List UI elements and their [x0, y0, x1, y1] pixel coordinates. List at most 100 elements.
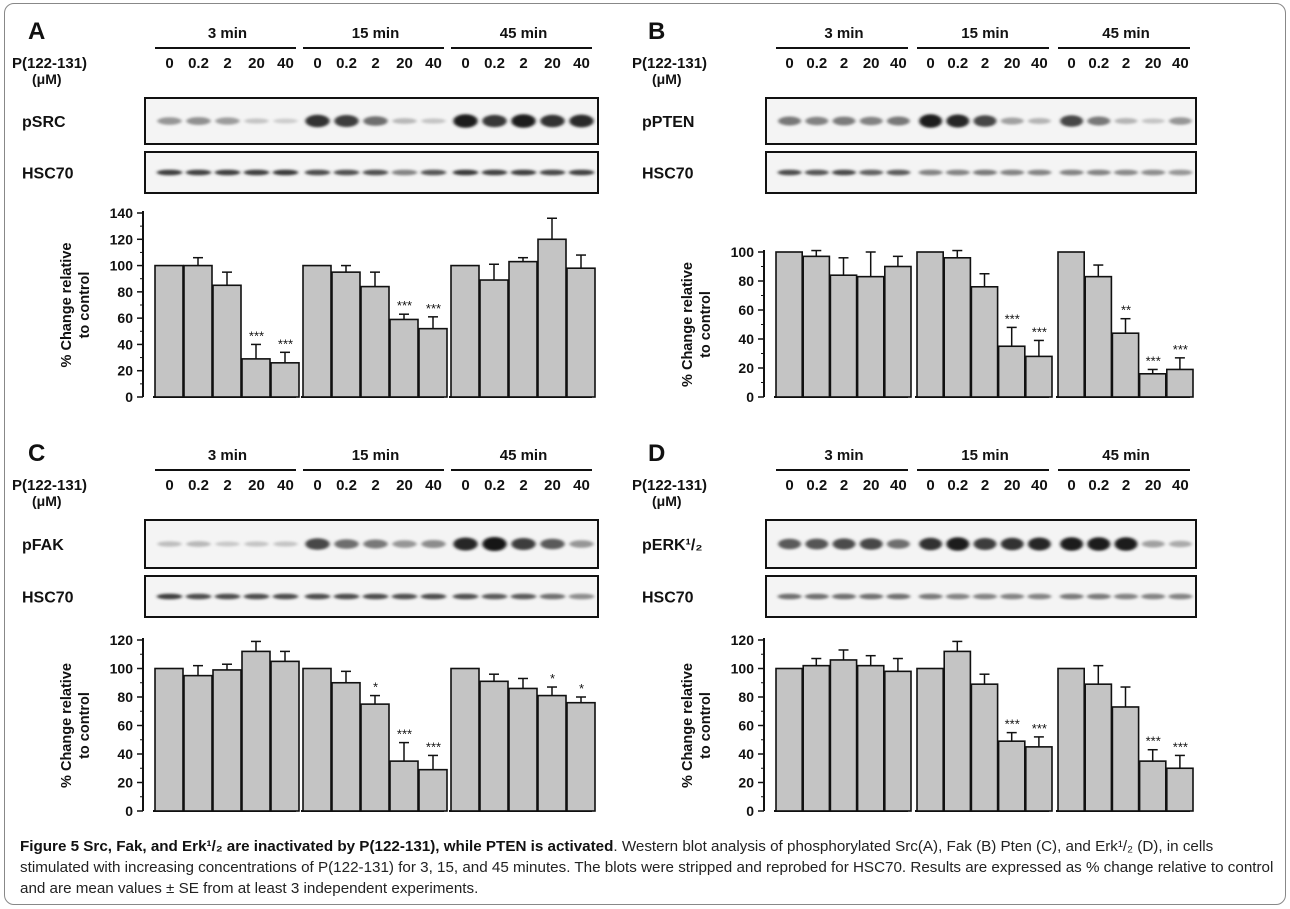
- bar: [508, 260, 538, 398]
- bar: [1057, 667, 1086, 812]
- concentration-label: 0.2: [484, 55, 505, 72]
- hsc70-band: [886, 593, 911, 600]
- concentration-unit: (μM): [652, 71, 682, 87]
- y-axis-title: % Change relative to control: [59, 663, 93, 788]
- loading-label: HSC70: [22, 590, 74, 607]
- concentration-label: 40: [890, 55, 907, 72]
- concentration-label: 40: [573, 55, 590, 72]
- protein-band: [453, 537, 478, 551]
- concentration-unit: (μM): [652, 493, 682, 509]
- hsc70-band: [510, 593, 537, 600]
- protein-label: pFAK: [22, 537, 64, 554]
- hsc70-band: [333, 593, 360, 600]
- y-tick-label: 60: [117, 310, 133, 326]
- hsc70-band: [391, 593, 418, 600]
- bar: [802, 255, 831, 398]
- bar: [566, 701, 596, 812]
- y-label-line2: to control: [77, 692, 93, 759]
- concentration-label: 2: [840, 477, 848, 494]
- concentration-label: 2: [1122, 477, 1130, 494]
- concentration-label: 20: [396, 55, 413, 72]
- concentration-label: 0: [785, 55, 793, 72]
- concentration-label: 0: [785, 477, 793, 494]
- hsc70-band: [777, 593, 802, 600]
- y-label-line2: to control: [77, 272, 93, 339]
- time-label: 45 min: [1102, 447, 1150, 464]
- bar: [241, 650, 271, 812]
- significance-label: ***: [249, 328, 264, 343]
- panel-letter: B: [648, 18, 665, 45]
- protein-band: [244, 118, 269, 124]
- hsc70-band: [420, 169, 447, 176]
- hsc70-band: [362, 169, 389, 176]
- protein-band: [1168, 117, 1192, 125]
- hsc70-band: [272, 169, 299, 176]
- protein-band: [1000, 537, 1024, 551]
- protein-band: [1141, 540, 1165, 548]
- time-label: 45 min: [500, 25, 548, 42]
- protein-band: [973, 538, 997, 550]
- concentration-label: 20: [248, 477, 265, 494]
- concentration-label: 20: [863, 477, 880, 494]
- hsc70-band: [539, 169, 566, 176]
- bar: [997, 740, 1026, 812]
- bar: [331, 681, 361, 812]
- bar: [970, 683, 999, 812]
- y-label-line2: to control: [698, 291, 714, 358]
- bar: [331, 271, 361, 398]
- bar: [1025, 355, 1053, 398]
- bar: [916, 251, 945, 398]
- protein-band: [1060, 537, 1084, 551]
- bar: [389, 760, 419, 812]
- bar: [302, 264, 332, 398]
- concentration-label: 0.2: [1088, 55, 1109, 72]
- bar: [154, 264, 184, 398]
- bar: [212, 284, 242, 398]
- y-label-line1: % Change relative: [680, 663, 696, 788]
- loading-label: HSC70: [642, 590, 694, 607]
- hsc70-band: [859, 169, 884, 176]
- concentration-label: 40: [1172, 477, 1189, 494]
- concentration-axis-label: P(122-131): [12, 55, 87, 72]
- protein-band: [421, 540, 446, 548]
- hsc70-band: [452, 593, 479, 600]
- y-tick-label: 40: [738, 746, 754, 762]
- protein-band: [832, 538, 856, 550]
- concentration-label: 20: [1004, 477, 1021, 494]
- protein-band: [186, 117, 211, 125]
- concentration-label: 2: [371, 477, 379, 494]
- bar: [1166, 368, 1194, 398]
- hsc70-band: [1059, 169, 1084, 176]
- hsc70-band: [859, 593, 884, 600]
- bar: [1111, 332, 1140, 398]
- protein-label: pPTEN: [642, 114, 694, 131]
- hsc70-band: [832, 169, 856, 176]
- bar: [775, 251, 804, 398]
- hsc70-band: [1000, 169, 1025, 176]
- protein-band: [363, 539, 388, 549]
- protein-band: [1060, 115, 1084, 127]
- concentration-label: 40: [1172, 55, 1189, 72]
- protein-band: [778, 538, 802, 550]
- bar: [1138, 372, 1167, 398]
- bar: [1057, 251, 1086, 398]
- hsc70-band: [333, 169, 360, 176]
- bar: [1025, 746, 1053, 812]
- significance-label: ***: [1032, 721, 1047, 736]
- protein-band: [886, 116, 910, 126]
- hsc70-band: [391, 169, 418, 176]
- protein-band: [157, 541, 182, 547]
- bar: [154, 667, 184, 812]
- significance-label: *: [579, 681, 584, 696]
- concentration-label: 0: [165, 477, 173, 494]
- concentration-label: 0.2: [806, 55, 827, 72]
- concentration-label: 20: [1004, 55, 1021, 72]
- protein-band: [946, 537, 970, 551]
- protein-band: [973, 115, 997, 127]
- concentration-axis-label: P(122-131): [632, 477, 707, 494]
- y-tick-label: 0: [746, 803, 754, 819]
- y-tick-label: 80: [117, 284, 133, 300]
